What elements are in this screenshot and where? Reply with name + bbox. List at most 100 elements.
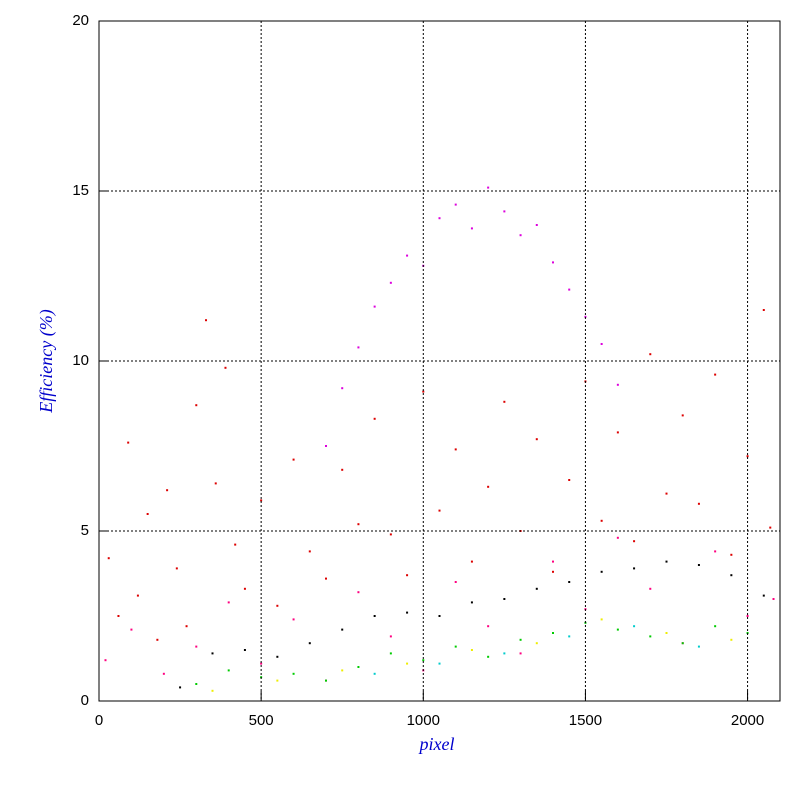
point <box>357 591 360 594</box>
point <box>341 628 344 631</box>
point <box>438 662 441 665</box>
point <box>341 387 344 390</box>
point <box>600 570 603 573</box>
point <box>341 468 344 471</box>
point <box>162 672 165 675</box>
point <box>503 210 506 213</box>
point <box>357 346 360 349</box>
point <box>260 662 263 665</box>
x-tick-label: 0 <box>95 712 103 729</box>
point <box>260 499 263 502</box>
point <box>438 217 441 220</box>
point <box>503 652 506 655</box>
point <box>195 404 198 407</box>
point <box>357 666 360 668</box>
point <box>406 574 409 577</box>
point <box>519 234 522 237</box>
point <box>389 635 392 638</box>
point <box>341 669 344 672</box>
point <box>406 254 409 257</box>
point <box>292 458 295 461</box>
point <box>616 383 619 386</box>
point <box>730 638 733 641</box>
point <box>714 373 717 376</box>
point <box>325 577 327 580</box>
point <box>292 618 295 621</box>
point <box>243 587 246 590</box>
point <box>185 625 188 628</box>
point <box>234 543 237 546</box>
point <box>568 635 571 638</box>
point <box>665 492 668 495</box>
point <box>373 417 376 420</box>
y-tick-label: 5 <box>81 522 89 539</box>
point <box>697 502 700 505</box>
point <box>373 305 376 308</box>
point <box>146 513 149 515</box>
point <box>175 567 178 570</box>
point <box>454 645 457 648</box>
point <box>292 672 295 675</box>
point <box>552 261 554 264</box>
point <box>470 649 473 651</box>
point <box>746 455 749 458</box>
point <box>389 652 392 655</box>
point <box>422 659 425 662</box>
x-tick-label: 1500 <box>569 712 602 729</box>
y-tick-label: 15 <box>72 182 89 199</box>
point <box>616 536 619 539</box>
point <box>422 390 425 393</box>
point <box>697 645 700 648</box>
point <box>633 540 636 543</box>
point <box>552 570 554 573</box>
point <box>211 689 214 692</box>
point <box>205 319 208 322</box>
x-tick-label: 500 <box>249 712 274 729</box>
point <box>276 679 279 682</box>
y-tick-label: 20 <box>72 12 89 29</box>
point <box>697 564 700 566</box>
point <box>665 632 668 634</box>
point <box>503 598 506 600</box>
point <box>519 638 522 641</box>
point <box>568 479 571 481</box>
point <box>127 441 130 444</box>
point <box>633 567 636 570</box>
point <box>762 594 765 597</box>
point <box>649 635 652 638</box>
point <box>470 560 473 563</box>
point <box>406 611 409 614</box>
point <box>487 186 490 189</box>
x-axis-title: pixel <box>418 734 455 754</box>
point <box>568 288 571 291</box>
point <box>227 601 230 604</box>
point <box>503 400 506 403</box>
point <box>600 519 603 522</box>
point <box>730 574 733 577</box>
point <box>214 482 217 485</box>
point <box>454 203 457 206</box>
point <box>195 683 198 685</box>
point <box>389 281 392 284</box>
plot-frame <box>98 20 781 702</box>
point <box>104 659 107 662</box>
point <box>373 615 376 617</box>
point <box>325 679 327 682</box>
point <box>227 669 230 672</box>
y-axis-title: Efficiency (%) <box>36 309 57 413</box>
point <box>584 315 587 318</box>
point <box>325 445 327 447</box>
point <box>470 601 473 604</box>
point <box>746 615 749 617</box>
point <box>665 560 668 563</box>
point <box>552 560 554 563</box>
point <box>195 645 198 648</box>
point <box>130 628 133 631</box>
point <box>454 448 457 451</box>
point <box>649 353 652 356</box>
y-tick-label: 10 <box>72 352 89 369</box>
point <box>535 587 538 590</box>
point <box>616 431 619 434</box>
point <box>487 625 490 628</box>
